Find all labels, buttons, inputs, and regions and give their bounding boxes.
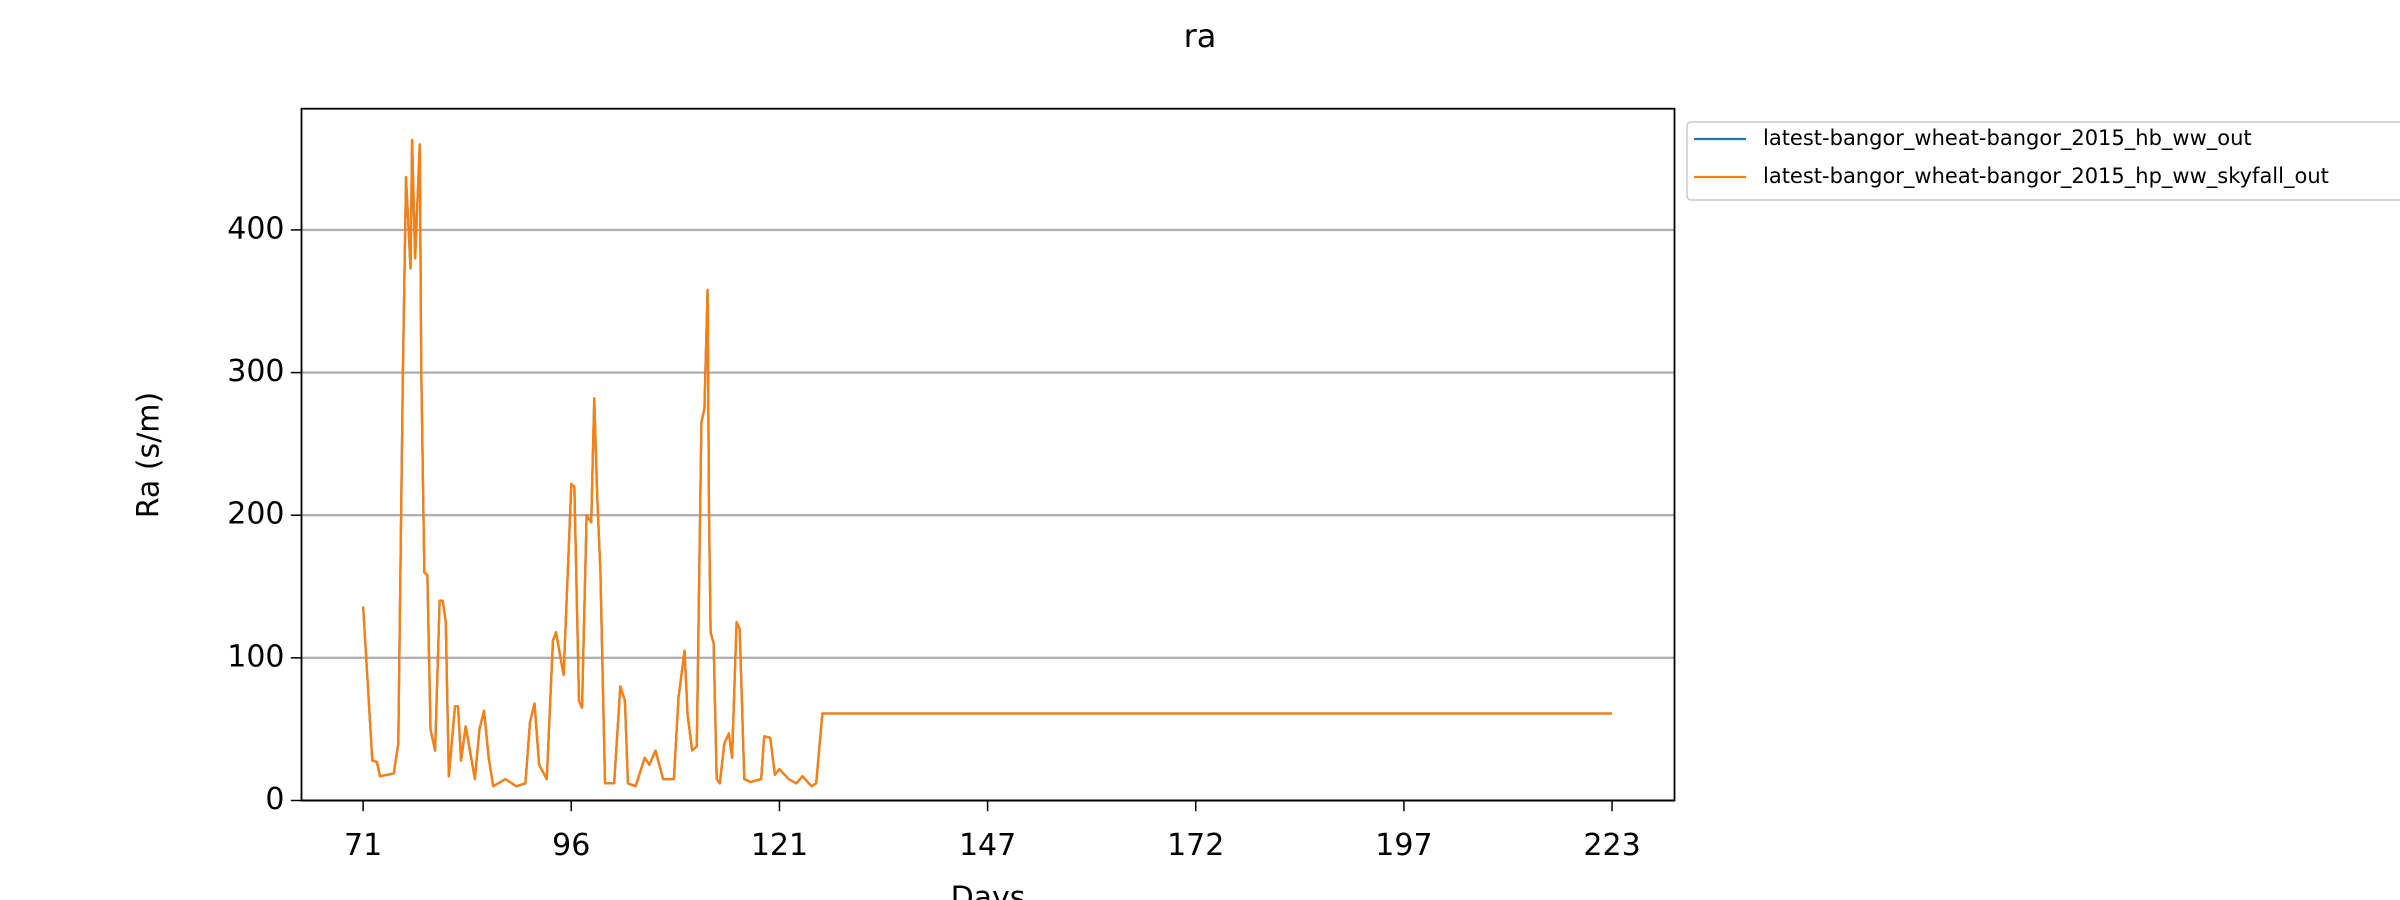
legend-label: latest-bangor_wheat-bangor_2015_hb_ww_ou…: [1763, 126, 2252, 151]
x-tick-label: 96: [552, 828, 590, 863]
y-tick-label: 200: [227, 497, 284, 532]
x-axis-label: Days: [951, 881, 1026, 900]
y-tick-label: 0: [265, 782, 284, 817]
y-axis-label: Ra (s/m): [132, 392, 167, 518]
y-tick-label: 400: [227, 211, 284, 246]
plot-frame: [300, 107, 1676, 802]
series-line: [361, 138, 1613, 788]
legend-frame: [1686, 121, 2400, 201]
x-tick-label: 147: [959, 828, 1016, 863]
x-tick-label: 71: [344, 828, 382, 863]
x-tick-label: 197: [1375, 828, 1432, 863]
y-tick-label: 300: [227, 354, 284, 389]
chart-title: ra: [1184, 17, 1217, 55]
y-tick-label: 100: [227, 639, 284, 674]
x-tick-label: 172: [1167, 828, 1224, 863]
x-tick-label: 121: [751, 828, 808, 863]
legend-label: latest-bangor_wheat-bangor_2015_hp_ww_sk…: [1763, 164, 2329, 189]
x-tick-label: 223: [1583, 828, 1640, 863]
